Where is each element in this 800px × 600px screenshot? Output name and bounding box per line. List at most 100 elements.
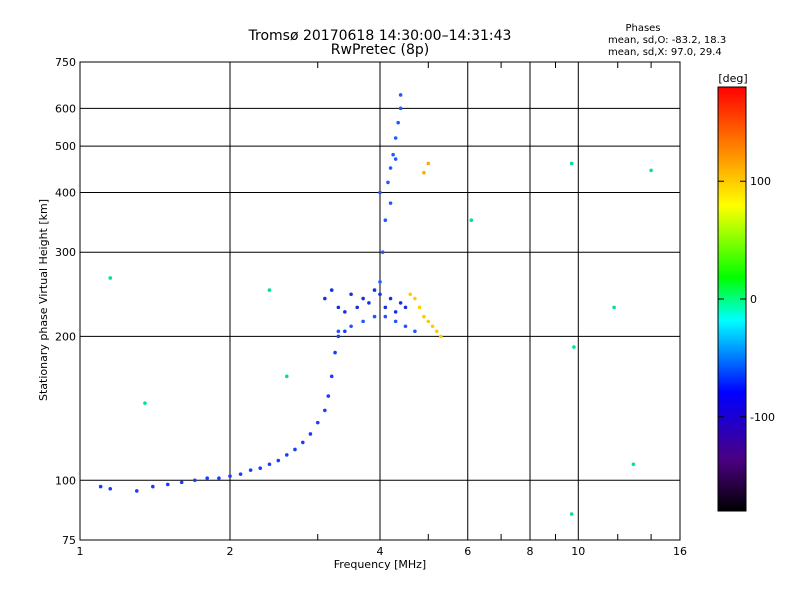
- data-point: [383, 305, 388, 310]
- data-point: [284, 374, 289, 379]
- data-point: [361, 319, 365, 324]
- data-point: [323, 296, 327, 301]
- data-point: [349, 324, 353, 329]
- data-point: [386, 180, 390, 185]
- data-point: [267, 288, 272, 292]
- data-point: [134, 489, 139, 493]
- data-point: [403, 324, 408, 329]
- data-point: [308, 432, 313, 436]
- data-point: [408, 292, 413, 297]
- data-point: [336, 305, 341, 310]
- data-point: [413, 329, 417, 334]
- y-tick-label: 75: [62, 534, 76, 547]
- y-tick-label: 600: [55, 102, 76, 115]
- colorbar-tick-label: -100: [750, 411, 775, 424]
- data-point: [393, 310, 398, 314]
- colorbar-tick-label: 0: [750, 293, 757, 306]
- data-point: [315, 420, 320, 425]
- data-point: [378, 292, 382, 297]
- data-point: [343, 329, 347, 334]
- data-point: [258, 466, 263, 470]
- data-point: [248, 468, 253, 472]
- x-tick-label: 6: [464, 545, 471, 558]
- data-point: [393, 157, 398, 161]
- data-point: [108, 486, 113, 491]
- data-point: [329, 374, 334, 379]
- grid-lines: [80, 62, 680, 540]
- data-point: [323, 408, 327, 413]
- data-point: [284, 453, 289, 457]
- data-point: [98, 484, 103, 489]
- data-point: [383, 218, 388, 223]
- data-point: [569, 512, 574, 516]
- data-point: [649, 168, 653, 173]
- data-point: [422, 170, 426, 175]
- data-point: [426, 319, 431, 324]
- data-point: [388, 296, 393, 301]
- data-point: [205, 476, 209, 481]
- data-point: [393, 136, 398, 140]
- data-point: [631, 462, 636, 467]
- data-point: [372, 288, 377, 292]
- data-point: [193, 478, 197, 483]
- x-tick-label: 2: [227, 545, 234, 558]
- data-point: [413, 296, 417, 301]
- stats-heading: Phases: [625, 23, 660, 34]
- data-point: [380, 250, 385, 255]
- data-point: [393, 319, 398, 324]
- data-point: [396, 120, 400, 125]
- x-tick-label: 16: [673, 545, 687, 558]
- data-point: [439, 334, 443, 339]
- data-point: [343, 310, 347, 314]
- data-point: [383, 314, 388, 319]
- data-point: [217, 476, 221, 481]
- x-axis-label: Frequency [MHz]: [334, 558, 426, 571]
- data-point: [326, 394, 331, 398]
- data-point: [228, 474, 232, 478]
- data-point: [108, 276, 113, 280]
- y-tick-label: 500: [55, 140, 76, 153]
- data-point: [276, 458, 281, 463]
- data-point: [569, 161, 574, 166]
- colorbar-ticks: 100 0 -100: [718, 175, 775, 424]
- colorbar-label: [deg]: [718, 72, 747, 85]
- y-tick-label: 200: [55, 330, 76, 343]
- data-point: [179, 480, 184, 485]
- x-tick-label: 10: [571, 545, 585, 558]
- data-point: [388, 201, 393, 205]
- data-point: [165, 482, 170, 487]
- data-point: [372, 314, 377, 319]
- data-point: [572, 345, 576, 349]
- y-tick-label: 400: [55, 186, 76, 199]
- data-point: [329, 288, 334, 292]
- data-point: [426, 161, 431, 166]
- data-point: [422, 314, 426, 319]
- y-axis-label: Stationary phase Virtual Height [km]: [37, 199, 50, 401]
- data-point: [301, 440, 305, 445]
- data-point: [267, 462, 272, 467]
- data-point: [333, 350, 337, 355]
- data-point: [612, 305, 616, 310]
- data-points: [98, 93, 653, 516]
- data-point: [349, 292, 353, 297]
- data-point: [143, 401, 147, 405]
- data-point: [378, 190, 382, 195]
- data-point: [355, 305, 359, 310]
- data-point: [417, 305, 422, 310]
- y-tick-label: 100: [55, 474, 76, 487]
- x-tick-label: 4: [377, 545, 384, 558]
- y-ticks: 75 100 200 300 400 500 600 750: [55, 56, 76, 547]
- data-point: [293, 447, 297, 452]
- data-point: [391, 152, 395, 157]
- data-point: [469, 218, 474, 223]
- data-point: [430, 324, 435, 329]
- data-point: [403, 305, 408, 310]
- data-point: [367, 301, 371, 305]
- data-point: [398, 301, 403, 305]
- data-point: [151, 484, 155, 489]
- stats-o-line: mean, sd,O: -83.2, 18.3: [608, 35, 726, 46]
- data-point: [238, 472, 243, 476]
- y-tick-label: 300: [55, 246, 76, 259]
- data-point: [388, 166, 393, 170]
